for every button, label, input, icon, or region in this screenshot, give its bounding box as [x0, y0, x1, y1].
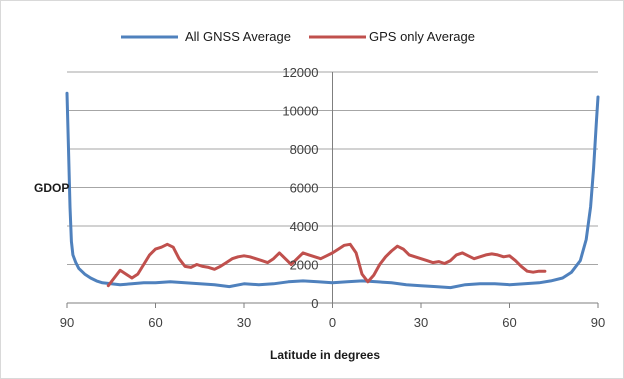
legend-label-gps-only: GPS only Average — [369, 29, 475, 44]
y-axis-title: GDOP — [34, 181, 69, 195]
legend: All GNSS Average GPS only Average — [121, 29, 475, 44]
legend-label-all-gnss: All GNSS Average — [185, 29, 291, 44]
y-tick-label: 6000 — [290, 181, 319, 196]
x-axis-title: Latitude in degrees — [270, 348, 380, 362]
x-tick-label: 90 — [591, 315, 605, 330]
x-tick-label: 30 — [414, 315, 428, 330]
y-tick-label: 8000 — [290, 142, 319, 157]
axes — [66, 72, 599, 308]
x-tick-label: 60 — [502, 315, 516, 330]
x-tick-label: 0 — [329, 315, 336, 330]
x-tick-label: 90 — [60, 315, 74, 330]
tick-labels: 0 2000 4000 6000 8000 10000 12000 90 60 30 0 30 60 90 — [60, 65, 605, 330]
y-tick-label: 4000 — [290, 219, 319, 234]
y-tick-label: 2000 — [290, 258, 319, 273]
y-tick-label: 12000 — [282, 65, 318, 80]
y-tick-label: 10000 — [282, 104, 318, 119]
x-tick-label: 60 — [148, 315, 162, 330]
series-line-all-gnss — [65, 91, 600, 290]
y-tick-label: 0 — [311, 296, 318, 311]
series-lines — [65, 91, 600, 290]
x-tick-label: 30 — [237, 315, 251, 330]
series-line-gps-only — [106, 242, 547, 288]
